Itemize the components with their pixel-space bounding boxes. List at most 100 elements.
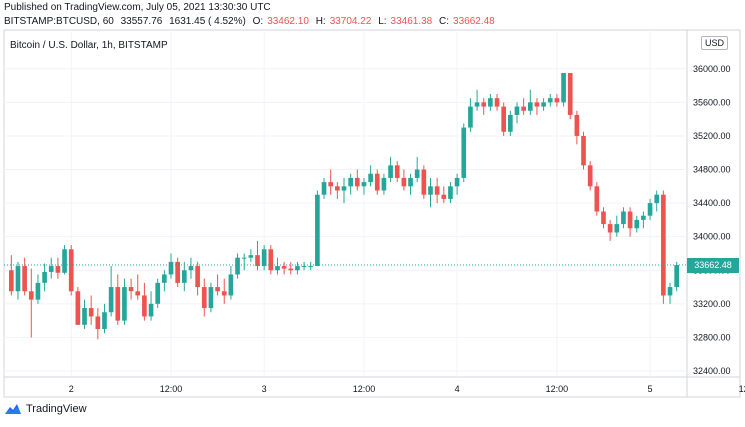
candle xyxy=(328,169,334,195)
candle-body xyxy=(128,287,134,292)
candle-body xyxy=(607,224,613,233)
price-change: 1631.45 ( 4.52%) xyxy=(169,16,246,27)
candle-body xyxy=(122,287,127,321)
high-value: 33704.22 xyxy=(329,16,372,27)
candle-body xyxy=(215,287,220,292)
candle-body xyxy=(601,211,606,225)
candle-body xyxy=(514,106,520,115)
candle-body xyxy=(142,295,147,317)
candle xyxy=(581,131,586,170)
candle-body xyxy=(328,182,334,187)
candle xyxy=(434,177,440,204)
candle xyxy=(634,215,640,233)
candle xyxy=(142,282,147,321)
y-tick-label: 34400.00 xyxy=(693,198,731,208)
time-axis[interactable]: 2 12:00 3 12:00 4 12:00 5 12:00 xyxy=(69,384,745,394)
candle-body xyxy=(461,127,467,178)
candle xyxy=(394,161,400,183)
candle xyxy=(22,257,27,296)
candle xyxy=(547,93,553,107)
candle-body xyxy=(248,255,254,258)
candle xyxy=(527,89,533,115)
last-price: 33557.76 xyxy=(120,16,163,27)
candle-body xyxy=(454,177,460,187)
candle-body xyxy=(315,194,320,267)
candle-body xyxy=(95,316,101,330)
candle xyxy=(175,257,180,288)
candle-body xyxy=(414,169,420,178)
candles xyxy=(8,72,680,340)
candle-body xyxy=(235,257,240,275)
candle xyxy=(627,207,633,237)
candle xyxy=(368,165,373,187)
symbol-label[interactable]: BITSTAMP:BTCUSD, 60 xyxy=(4,16,114,27)
currency-button[interactable]: USD xyxy=(701,36,729,50)
candle-body xyxy=(534,102,540,107)
candle-body xyxy=(434,186,440,195)
candle-body xyxy=(8,270,14,292)
chart-frame xyxy=(3,29,741,398)
candle-body xyxy=(541,102,546,107)
candle-body xyxy=(28,291,34,300)
candle-body xyxy=(148,303,154,317)
candle xyxy=(508,110,513,136)
candle-body xyxy=(561,72,566,103)
symbol-header: BITSTAMP:BTCUSD, 60 33557.76 1631.45 ( 4… xyxy=(4,16,499,27)
candle-body xyxy=(255,255,260,267)
candle xyxy=(108,266,114,317)
candle-body xyxy=(82,308,87,325)
candle-body xyxy=(175,261,180,283)
published-caption: Published on TradingView.com, July 05, 2… xyxy=(4,2,271,13)
candle xyxy=(374,169,380,195)
candle xyxy=(428,177,433,208)
candle xyxy=(35,274,41,304)
tradingview-logo-icon xyxy=(5,404,21,414)
candle xyxy=(235,253,240,279)
candle-body xyxy=(188,266,194,271)
brand-label: TradingView xyxy=(26,403,87,415)
candle-body xyxy=(448,186,453,199)
candle-body xyxy=(587,165,593,187)
candle xyxy=(301,261,307,271)
candle xyxy=(28,268,34,338)
candle xyxy=(641,211,646,229)
candle xyxy=(348,173,353,195)
candle xyxy=(102,303,107,334)
y-tick-label: 36000.00 xyxy=(693,64,731,74)
tradingview-brand[interactable]: TradingView xyxy=(4,403,87,415)
candle xyxy=(607,219,613,241)
candle-body xyxy=(135,291,141,296)
y-tick-label: 33200.00 xyxy=(693,299,731,309)
candle xyxy=(414,156,420,183)
candle-body xyxy=(567,72,573,115)
candle xyxy=(82,299,87,330)
price-axis[interactable]: 36000.00 35600.00 35200.00 34800.00 34400.00… xyxy=(693,64,731,376)
candle-body xyxy=(508,114,513,132)
candle xyxy=(122,278,127,325)
candle-body xyxy=(348,177,353,187)
candle-body xyxy=(481,102,487,107)
candle-body xyxy=(574,114,580,136)
candle-body xyxy=(115,287,121,321)
candle xyxy=(601,207,606,229)
candle xyxy=(408,173,413,195)
candle-body xyxy=(88,308,94,317)
candle xyxy=(594,182,600,216)
candle xyxy=(288,261,294,275)
candle xyxy=(115,274,121,325)
open-value: 33462.10 xyxy=(267,16,309,27)
candle-body xyxy=(301,266,307,268)
candle-body xyxy=(281,266,287,269)
candle xyxy=(561,72,566,107)
candle xyxy=(241,253,247,271)
candle-body xyxy=(494,98,500,107)
candle-body xyxy=(647,203,653,216)
candle-body xyxy=(155,282,161,304)
candle-body xyxy=(75,291,81,325)
candle-body xyxy=(474,102,480,107)
candle xyxy=(55,257,61,279)
candle-body xyxy=(295,266,300,271)
candle xyxy=(587,161,593,191)
candle xyxy=(534,98,540,115)
